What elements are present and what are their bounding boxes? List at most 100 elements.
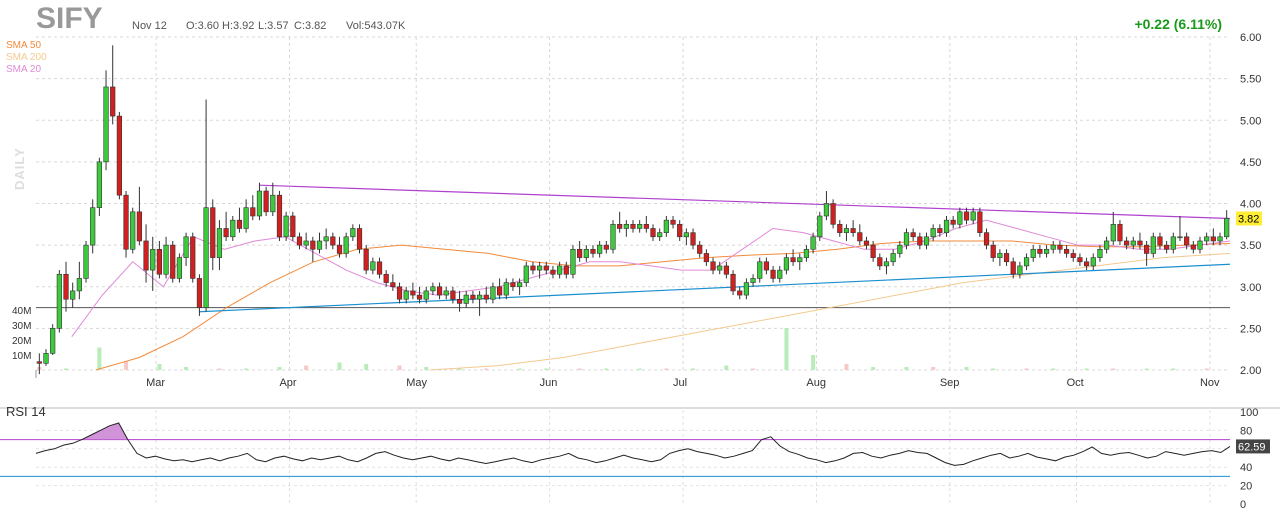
candle-body: [190, 236, 196, 279]
candle-body: [383, 273, 389, 283]
volume-bar: [904, 367, 909, 370]
rsi-overbought-fill: [63, 423, 137, 440]
volume-bar: [751, 368, 756, 370]
candle-body: [150, 248, 156, 271]
candle-body: [243, 207, 249, 229]
candle-body: [1050, 244, 1056, 250]
candle-body: [196, 278, 203, 308]
candle-body: [1164, 244, 1170, 250]
volume-bar: [1051, 368, 1056, 370]
candle-body: [523, 265, 529, 283]
volume-bar: [604, 368, 609, 370]
candle-body: [490, 286, 496, 300]
candle-body: [90, 207, 96, 246]
candle-body: [550, 269, 556, 275]
y-tick-label: 6.00: [1240, 32, 1261, 44]
candle-body: [903, 232, 910, 246]
y-tick-label: 5.50: [1240, 74, 1261, 86]
candle-body: [610, 224, 616, 250]
candle-body: [270, 194, 276, 213]
candle-body: [1177, 236, 1183, 239]
y-tick-label: 4.00: [1240, 199, 1261, 211]
candle-body: [63, 273, 69, 300]
candle-body: [1117, 224, 1123, 242]
volume-bar: [931, 367, 936, 370]
candle-body: [350, 228, 356, 238]
candle-body: [730, 273, 736, 292]
candle-body: [650, 228, 656, 238]
candle-body: [1197, 240, 1203, 250]
candle-body: [50, 328, 56, 354]
x-tick-label: Sep: [940, 377, 960, 389]
candle-body: [450, 290, 456, 300]
candle-body: [923, 236, 930, 246]
candle-body: [470, 294, 476, 300]
candle-body: [590, 248, 596, 254]
rsi-tick-label: 20: [1240, 481, 1252, 493]
candle-body: [957, 211, 963, 225]
rsi-tag: 62.59: [1238, 441, 1266, 453]
candle-body: [677, 224, 683, 238]
candle-body: [56, 273, 62, 329]
candle-body: [1184, 236, 1190, 246]
y-tick-label: 2.50: [1240, 323, 1261, 335]
candle-body: [343, 236, 349, 254]
candle-body: [123, 194, 129, 250]
candle-body: [1210, 236, 1216, 242]
candle-body: [797, 257, 803, 263]
candle-body: [843, 228, 850, 233]
candle-body: [543, 265, 549, 271]
candle-body: [963, 211, 970, 221]
x-tick-label: Aug: [806, 377, 826, 389]
candle-body: [537, 265, 543, 271]
candle-body: [76, 278, 82, 292]
candle-body: [223, 228, 229, 238]
candle-body: [563, 265, 569, 275]
candle-body: [750, 278, 756, 283]
candle-body: [290, 215, 296, 238]
rsi-tick-label: 80: [1240, 425, 1252, 437]
candle-body: [250, 207, 256, 217]
candle-body: [263, 190, 269, 213]
candle-body: [1037, 248, 1043, 254]
candle-body: [136, 211, 142, 242]
candle-body: [1023, 257, 1030, 267]
candle-body: [630, 224, 636, 229]
volume-bar: [544, 368, 549, 370]
candle-body: [456, 298, 463, 304]
candle-body: [670, 219, 676, 225]
candle-body: [256, 190, 263, 217]
candle-body: [910, 232, 916, 238]
candle-body: [823, 203, 830, 217]
volume-tick-label: 10M: [12, 351, 31, 362]
candle-body: [517, 282, 523, 288]
candle-body: [830, 203, 836, 225]
volume-bar: [337, 362, 342, 370]
candle-body: [1090, 257, 1096, 267]
candle-body: [376, 261, 383, 275]
candle-body: [863, 240, 870, 246]
candle-body: [390, 282, 396, 288]
x-tick-label: May: [406, 377, 427, 389]
volume-tick-label: 20M: [12, 336, 31, 347]
candle-body: [1150, 236, 1156, 254]
rsi-line: [35, 422, 1231, 466]
candle-body: [930, 228, 936, 238]
y-tick-label: 2.00: [1240, 365, 1261, 377]
volume-bar: [517, 368, 522, 370]
y-tick-label: 3.50: [1240, 240, 1261, 252]
candle-body: [143, 240, 149, 271]
volume-bar: [664, 368, 669, 370]
quote-high: H:3.92: [222, 20, 255, 32]
candle-body: [737, 290, 743, 296]
candle-body: [476, 294, 483, 300]
volume-bar: [217, 368, 222, 370]
candle-body: [510, 282, 516, 288]
candle-body: [697, 244, 703, 254]
candle-body: [917, 236, 923, 246]
candle-body: [176, 257, 183, 279]
candle-body: [1204, 236, 1210, 242]
quote-volume: Vol:543.07K: [346, 20, 406, 32]
volume-bar: [577, 368, 582, 370]
